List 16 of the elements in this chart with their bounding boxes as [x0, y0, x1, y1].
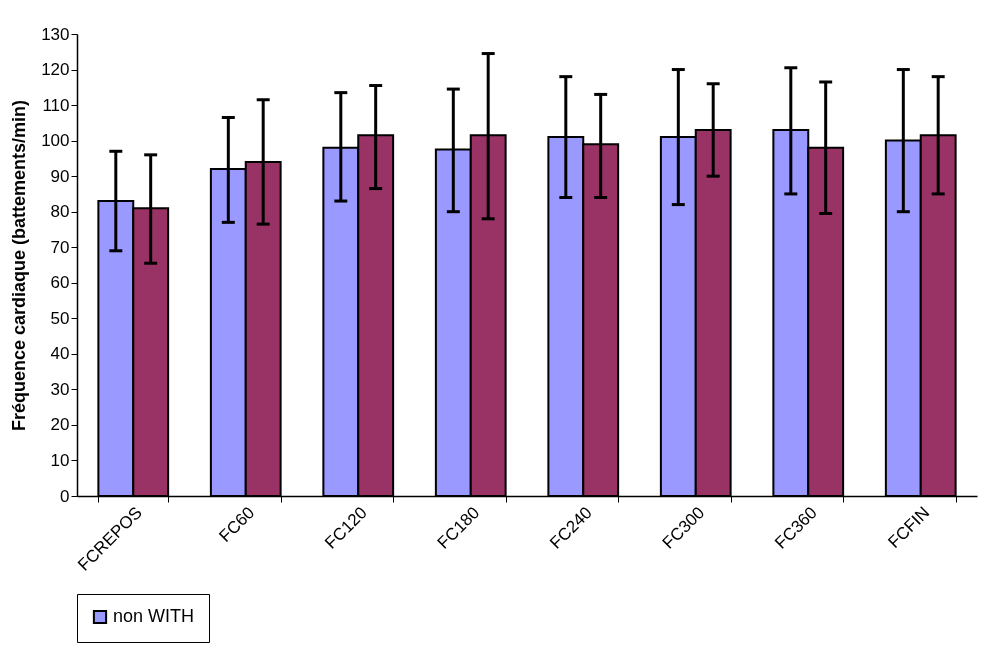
y-tick-label: 100: [41, 131, 70, 151]
y-tick-label: 0: [60, 486, 70, 506]
y-axis-title: Fréquence cardiaque (battements/min): [9, 99, 30, 432]
y-tick-label: 20: [50, 415, 70, 435]
y-tick-label: 10: [50, 450, 70, 470]
legend-label: non WITH: [113, 606, 195, 626]
y-tick-label: 130: [41, 24, 70, 44]
y-tick-label: 70: [50, 237, 70, 257]
y-tick-label: 30: [50, 379, 70, 399]
y-tick-label: 120: [41, 60, 70, 80]
y-tick-label: 40: [50, 344, 70, 364]
y-tick-label: 50: [50, 308, 70, 328]
y-tick-label: 80: [50, 202, 70, 222]
y-tick-label: 60: [50, 273, 70, 293]
y-tick-label: 90: [50, 166, 70, 186]
y-tick-label: 110: [42, 95, 70, 115]
